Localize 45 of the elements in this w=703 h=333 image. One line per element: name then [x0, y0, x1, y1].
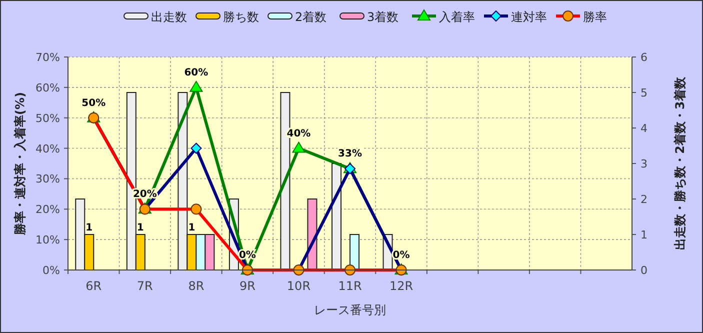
- x-tick-label: 9R: [239, 279, 256, 293]
- x-tick-label: 10R: [286, 279, 311, 293]
- data-label: 60%: [184, 67, 208, 78]
- legend-label: 連対率: [511, 10, 547, 24]
- legend-label: 2着数: [295, 10, 327, 24]
- y2-tick-label: 0: [640, 264, 648, 277]
- bar: [350, 234, 360, 270]
- y2-tick-label: 3: [640, 158, 648, 170]
- y-axis-title: 勝率・連対率・入着率(%): [13, 92, 27, 236]
- x-tick-label: 7R: [136, 279, 153, 293]
- y-tick-label: 50%: [36, 112, 60, 125]
- data-label: 1: [188, 222, 196, 234]
- y-tick-label: 10%: [36, 234, 60, 247]
- y-tick-label: 60%: [36, 81, 60, 94]
- y-tick-label: 40%: [36, 142, 60, 156]
- point: [292, 142, 306, 153]
- y-tick-label: 30%: [36, 172, 60, 186]
- y2-tick-label: 1: [640, 228, 648, 242]
- legend-label: 出走数: [151, 10, 187, 24]
- legend-label: 勝ち数: [223, 10, 259, 24]
- bar: [332, 163, 342, 270]
- x-tick-label: 8R: [188, 279, 204, 293]
- data-label: 1: [136, 222, 144, 234]
- data-label: 50%: [82, 98, 106, 109]
- y2-tick-label: 6: [640, 51, 648, 64]
- y-tick-label: 70%: [36, 51, 60, 64]
- y-tick-label: 0%: [42, 264, 60, 277]
- data-label: 33%: [338, 148, 362, 160]
- data-label: 1: [86, 222, 93, 234]
- legend-label: 勝率: [583, 10, 607, 24]
- point: [190, 80, 203, 92]
- y2-tick-label: 2: [640, 193, 648, 206]
- legend-label: 入着率: [439, 10, 475, 24]
- data-label: 0%: [238, 250, 256, 261]
- legend-label: 3着数: [367, 10, 399, 24]
- y-tick-label: 20%: [36, 203, 60, 216]
- bar: [75, 198, 86, 270]
- y2-axis-title: 出走数・勝ち数・2着数・3着数: [673, 76, 687, 250]
- x-axis-title: レース番号別: [314, 303, 386, 317]
- x-tick-label: 11R: [338, 279, 362, 293]
- x-tick-label: 12R: [389, 279, 414, 293]
- y2-tick-label: 5: [640, 86, 648, 100]
- point: [190, 142, 202, 154]
- x-tick-label: 6R: [86, 279, 102, 293]
- y2-tick-label: 4: [640, 122, 648, 135]
